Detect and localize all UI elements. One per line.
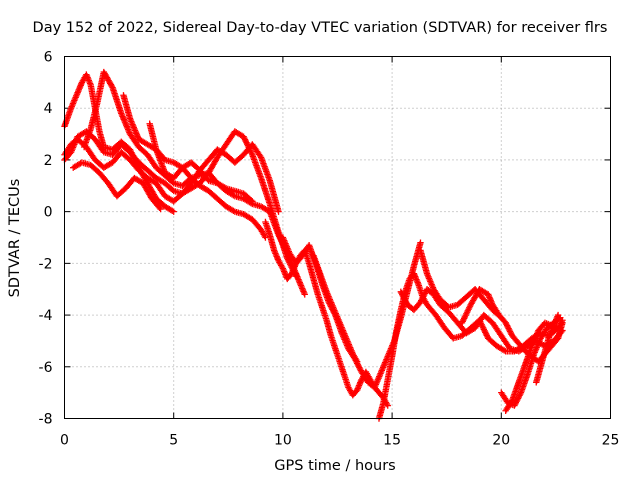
trace-marker [169, 207, 176, 214]
x-tick-label: 5 [169, 433, 178, 449]
trace-marker [511, 400, 519, 408]
x-tick-label: 0 [60, 433, 69, 449]
trace-marker [398, 290, 405, 297]
trace-marker [421, 290, 429, 297]
data-point [249, 198, 256, 205]
trace-marker [156, 204, 163, 211]
grid [64, 56, 611, 419]
y-tick-label: -6 [39, 360, 53, 376]
trace-marker [516, 392, 523, 399]
data-point [170, 208, 177, 215]
trace-marker [355, 363, 362, 370]
trace-marker [418, 297, 425, 304]
y-tick-label: 6 [44, 50, 53, 66]
y-tick-label: 0 [44, 205, 53, 221]
trace-marker [505, 325, 512, 332]
trace-marker [356, 365, 364, 373]
trace-marker [501, 347, 508, 354]
trace-marker [221, 184, 228, 191]
axis-ticks [64, 56, 611, 419]
y-tick-labels: -8 -6 -4 -2 0 2 4 6 [39, 50, 53, 428]
trace-marker [504, 323, 512, 331]
x-tick-label: 15 [383, 433, 401, 449]
x-tick-label: 20 [492, 433, 510, 449]
trace-marker [508, 398, 515, 406]
y-tick-label: -2 [39, 256, 53, 272]
y-tick-label: 2 [44, 153, 53, 169]
chart-title: Day 152 of 2022, Sidereal Day-to-day VTE… [33, 20, 608, 36]
trace-marker [507, 329, 514, 337]
trace-marker [515, 393, 522, 401]
trace-marker [399, 292, 407, 300]
y-tick-label: -4 [39, 308, 53, 324]
trace-marker [419, 294, 426, 302]
x-axis-label: GPS time / hours [274, 458, 395, 474]
trace-marker [420, 291, 428, 299]
trace-marker [420, 293, 427, 300]
x-tick-label: 10 [274, 433, 292, 449]
data-point [275, 208, 282, 215]
data-point [502, 319, 509, 327]
trace-marker [108, 82, 115, 90]
trace-marker [506, 326, 513, 334]
data-point [397, 288, 405, 295]
y-tick-label: -8 [39, 412, 53, 428]
trace-marker [517, 390, 524, 398]
data-point [353, 358, 361, 365]
trace-marker [418, 296, 426, 303]
data-point [417, 239, 424, 246]
data-point [554, 311, 562, 319]
trace-marker [402, 297, 409, 304]
trace-marker [512, 399, 520, 406]
trace-marker [230, 207, 237, 214]
data-point [559, 317, 566, 324]
data-point [301, 291, 308, 298]
trace-marker [247, 196, 255, 204]
data-point [157, 205, 164, 213]
y-axis-label: SDTVAR / TECUs [7, 179, 23, 298]
trace-marker [402, 298, 410, 306]
trace-marker [503, 321, 510, 328]
trace-marker [400, 294, 407, 301]
x-tick-labels: 0 5 10 15 20 25 [60, 433, 619, 449]
data-point [511, 402, 518, 409]
y-tick-label: 4 [44, 101, 53, 117]
data-point [417, 298, 424, 306]
x-tick-label: 25 [602, 433, 620, 449]
trace-marker [401, 295, 408, 303]
trace-marker [356, 364, 363, 371]
trace-marker [506, 328, 514, 335]
data-points [61, 68, 566, 422]
plot-frame [64, 56, 611, 419]
trace-marker [354, 361, 362, 368]
trace-marker [399, 291, 406, 298]
trace-marker [503, 322, 511, 329]
